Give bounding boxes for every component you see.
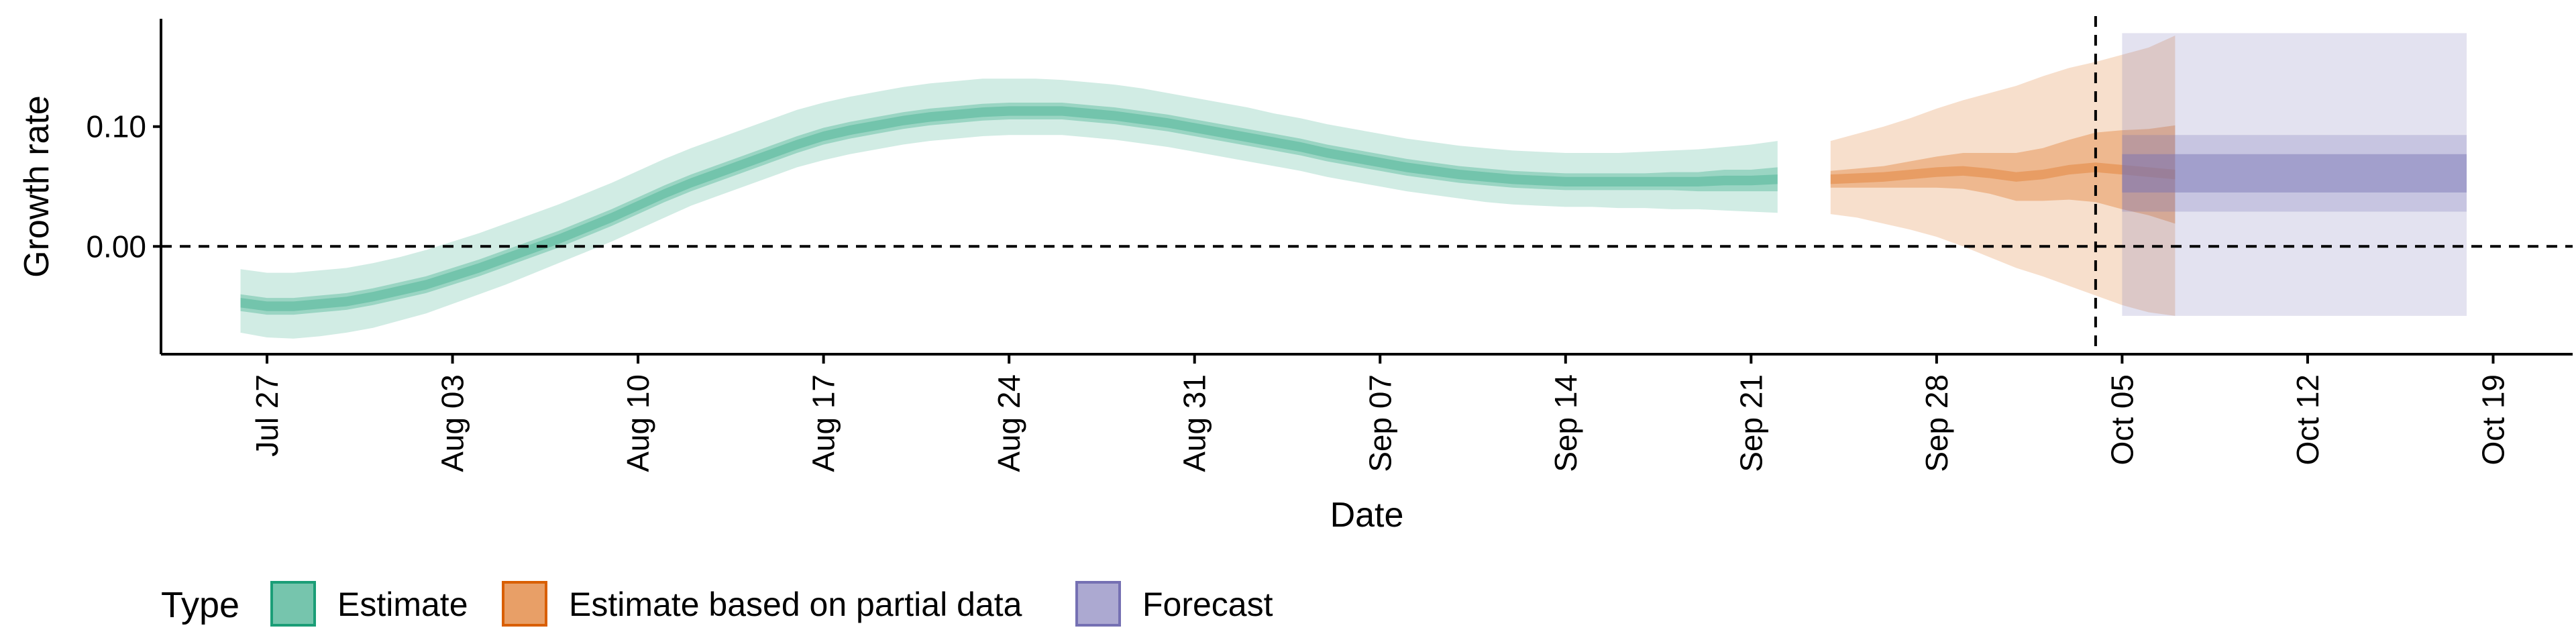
x-tick-label: Aug 31	[1177, 374, 1212, 472]
forecast-ci90-band	[2122, 33, 2467, 316]
x-tick-label: Aug 10	[621, 374, 655, 472]
x-tick-label: Sep 14	[1548, 374, 1583, 472]
x-tick-label: Jul 27	[250, 374, 284, 457]
legend-swatch-forecast	[1075, 581, 1121, 627]
y-tick-label: 0.00	[86, 229, 146, 264]
axes-layer	[160, 19, 2573, 356]
x-tick-label: Sep 28	[1919, 374, 1954, 472]
estimate-based-on-partial-data-ci50-band	[1830, 125, 2176, 224]
legend-swatch-estimate	[270, 581, 316, 627]
x-tick-label: Aug 17	[806, 374, 841, 472]
x-tick-label: Oct 19	[2475, 374, 2510, 466]
y-tick-label: 0.10	[86, 109, 146, 144]
estimate-based-on-partial-data-ci90-band	[1830, 36, 2176, 316]
x-axis-title: Date	[1330, 496, 1404, 535]
tick-layer: 0.00 0.10 Jul 27 Aug 03 Aug 10 Aug 17 Aug 24 Au…	[86, 109, 2510, 472]
legend-title: Type	[161, 585, 239, 625]
legend-label-forecast: Forecast	[1142, 586, 1273, 623]
x-tick-label: Sep 21	[1733, 374, 1768, 472]
reference-lines	[161, 16, 2573, 354]
x-tick-label: Oct 05	[2104, 374, 2139, 466]
forecast-ci60-band	[2122, 135, 2467, 212]
legend-swatch-estimate-based-on-partial-data	[502, 581, 547, 627]
x-tick-label: Sep 07	[1362, 374, 1397, 472]
y-axis-title: Growth rate	[17, 95, 56, 278]
estimate-ci50-band	[240, 103, 1778, 315]
estimate-ci90-band	[240, 78, 1778, 339]
x-tick-label: Aug 24	[991, 374, 1026, 472]
estimate-median-band	[240, 106, 1778, 311]
legend-label-estimate-based-on-partial-data: Estimate based on partial data	[569, 586, 1022, 623]
legend-label-estimate: Estimate	[337, 586, 468, 623]
estimate-based-on-partial-data-median-band	[1830, 162, 2176, 184]
x-tick-label: Aug 03	[435, 374, 470, 472]
ribbon-layer	[240, 33, 2467, 339]
x-tick-label: Oct 12	[2290, 374, 2325, 466]
forecast-ci30-band	[2122, 154, 2467, 193]
legend: Type Estimate Estimate based on partial d…	[161, 581, 1273, 627]
